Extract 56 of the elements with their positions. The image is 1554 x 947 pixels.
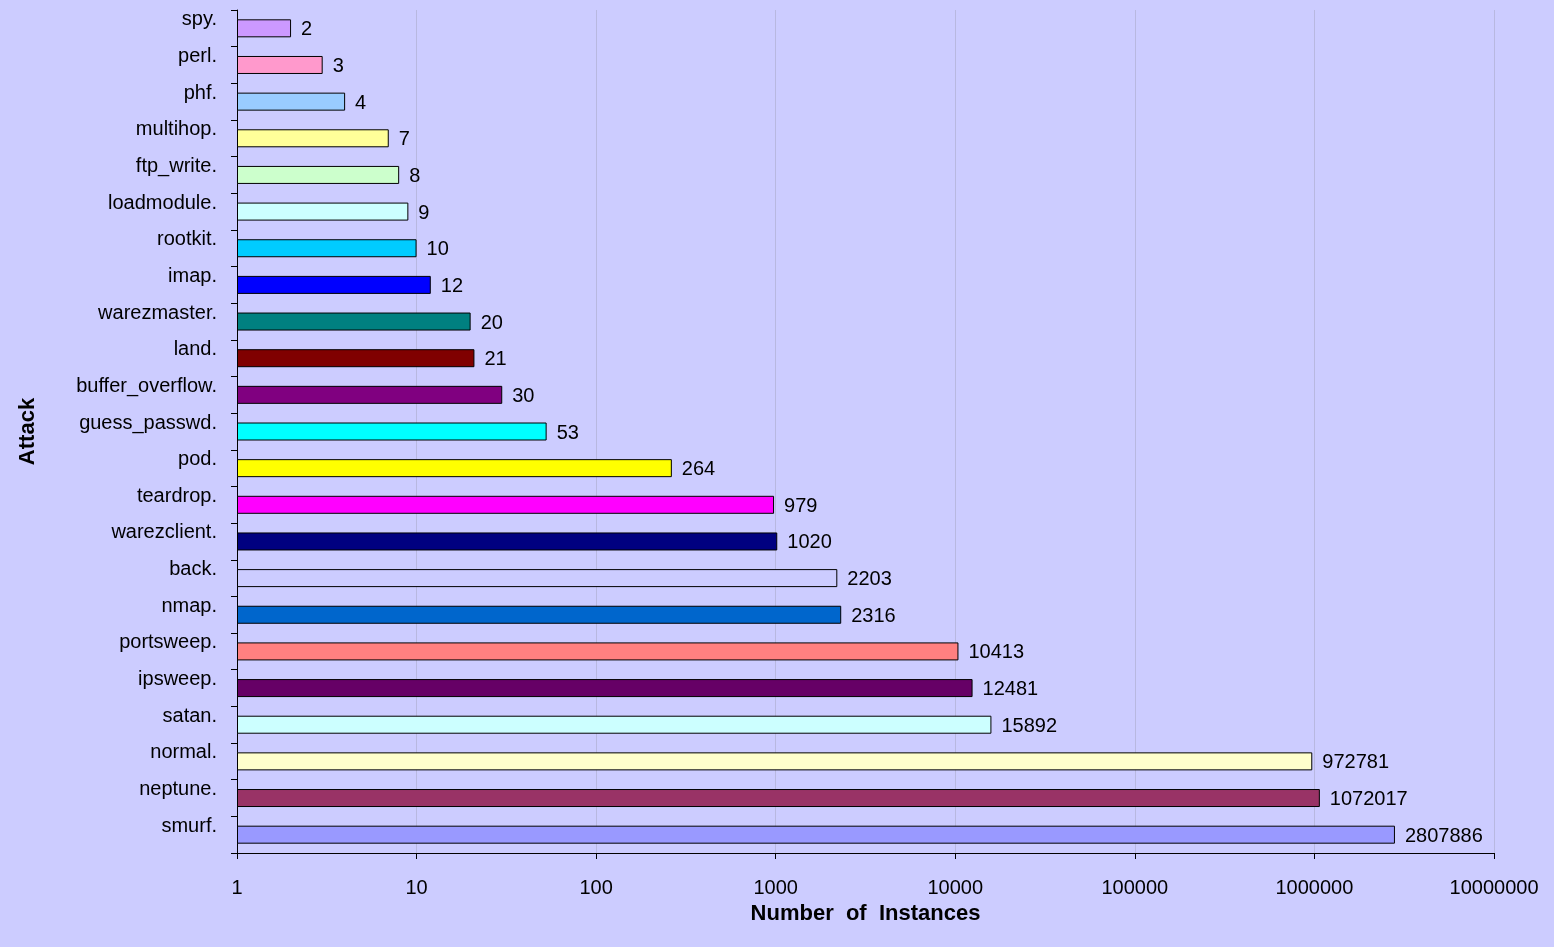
- x-axis-title: Number of Instances: [750, 900, 981, 926]
- y-tick-label: warezclient.: [110, 520, 217, 543]
- data-label: 972781: [1322, 750, 1390, 773]
- y-tick-label: ftp_write.: [135, 153, 217, 177]
- data-label: 53: [556, 420, 579, 443]
- x-tick-label: 100000: [1101, 876, 1169, 898]
- y-axis-title: Attack: [13, 397, 39, 466]
- y-tick-label: phf.: [183, 80, 217, 103]
- x-tick-label: 100: [579, 876, 613, 898]
- data-label: 2316: [851, 603, 896, 626]
- data-label: 15892: [1001, 713, 1058, 736]
- y-tick-label: back.: [169, 557, 217, 580]
- data-label: 2203: [847, 567, 892, 590]
- data-label: 12: [440, 273, 464, 296]
- data-label: 10413: [968, 640, 1025, 663]
- x-tick-label: 10000: [927, 876, 984, 898]
- data-label: 12481: [982, 677, 1039, 700]
- y-tick-label: imap.: [168, 263, 217, 286]
- y-tick-label: portsweep.: [119, 630, 217, 653]
- data-label: 2: [301, 17, 313, 40]
- x-tick-label: 1000: [753, 876, 798, 898]
- data-label: 10: [426, 237, 449, 260]
- data-label: 30: [512, 383, 535, 406]
- y-tick-label: rootkit.: [156, 227, 217, 250]
- data-label: 264: [681, 457, 716, 480]
- y-tick-label: teardrop.: [136, 483, 217, 506]
- x-tick-label: 1000000: [1275, 876, 1354, 898]
- data-label: 1072017: [1329, 787, 1408, 810]
- data-label: 21: [484, 347, 507, 370]
- y-tick-label: buffer_overflow.: [76, 373, 217, 397]
- data-label: 20: [480, 310, 503, 333]
- y-tick-label: neptune.: [139, 777, 217, 800]
- data-label: 4: [355, 90, 367, 113]
- x-tick-label: 10000000: [1449, 876, 1539, 898]
- y-tick-label: normal.: [150, 740, 217, 763]
- y-tick-label: nmap.: [161, 593, 217, 616]
- data-label: 3: [332, 53, 344, 76]
- data-label: 7: [398, 127, 410, 150]
- y-tick-label: satan.: [162, 703, 217, 726]
- y-tick-label: multihop.: [135, 117, 217, 140]
- y-tick-label: spy.: [181, 7, 217, 30]
- x-tick-label: 1: [231, 876, 243, 898]
- y-tick-label: guess_passwd.: [79, 410, 217, 434]
- data-label: 2807886: [1404, 823, 1483, 846]
- y-tick-label: smurf.: [161, 813, 217, 836]
- data-label: 979: [784, 493, 818, 516]
- data-label: 9: [418, 200, 430, 223]
- x-tick-label: 10: [405, 876, 428, 898]
- y-tick-label: loadmodule.: [108, 190, 217, 213]
- y-tick-label: pod.: [178, 447, 217, 470]
- y-tick-label: ipsweep.: [138, 667, 217, 690]
- y-tick-label: warezmaster.: [97, 300, 217, 323]
- data-label: 8: [409, 163, 421, 186]
- y-tick-label: land.: [173, 337, 217, 360]
- data-label: 1020: [787, 530, 832, 553]
- y-tick-label: perl.: [178, 43, 217, 66]
